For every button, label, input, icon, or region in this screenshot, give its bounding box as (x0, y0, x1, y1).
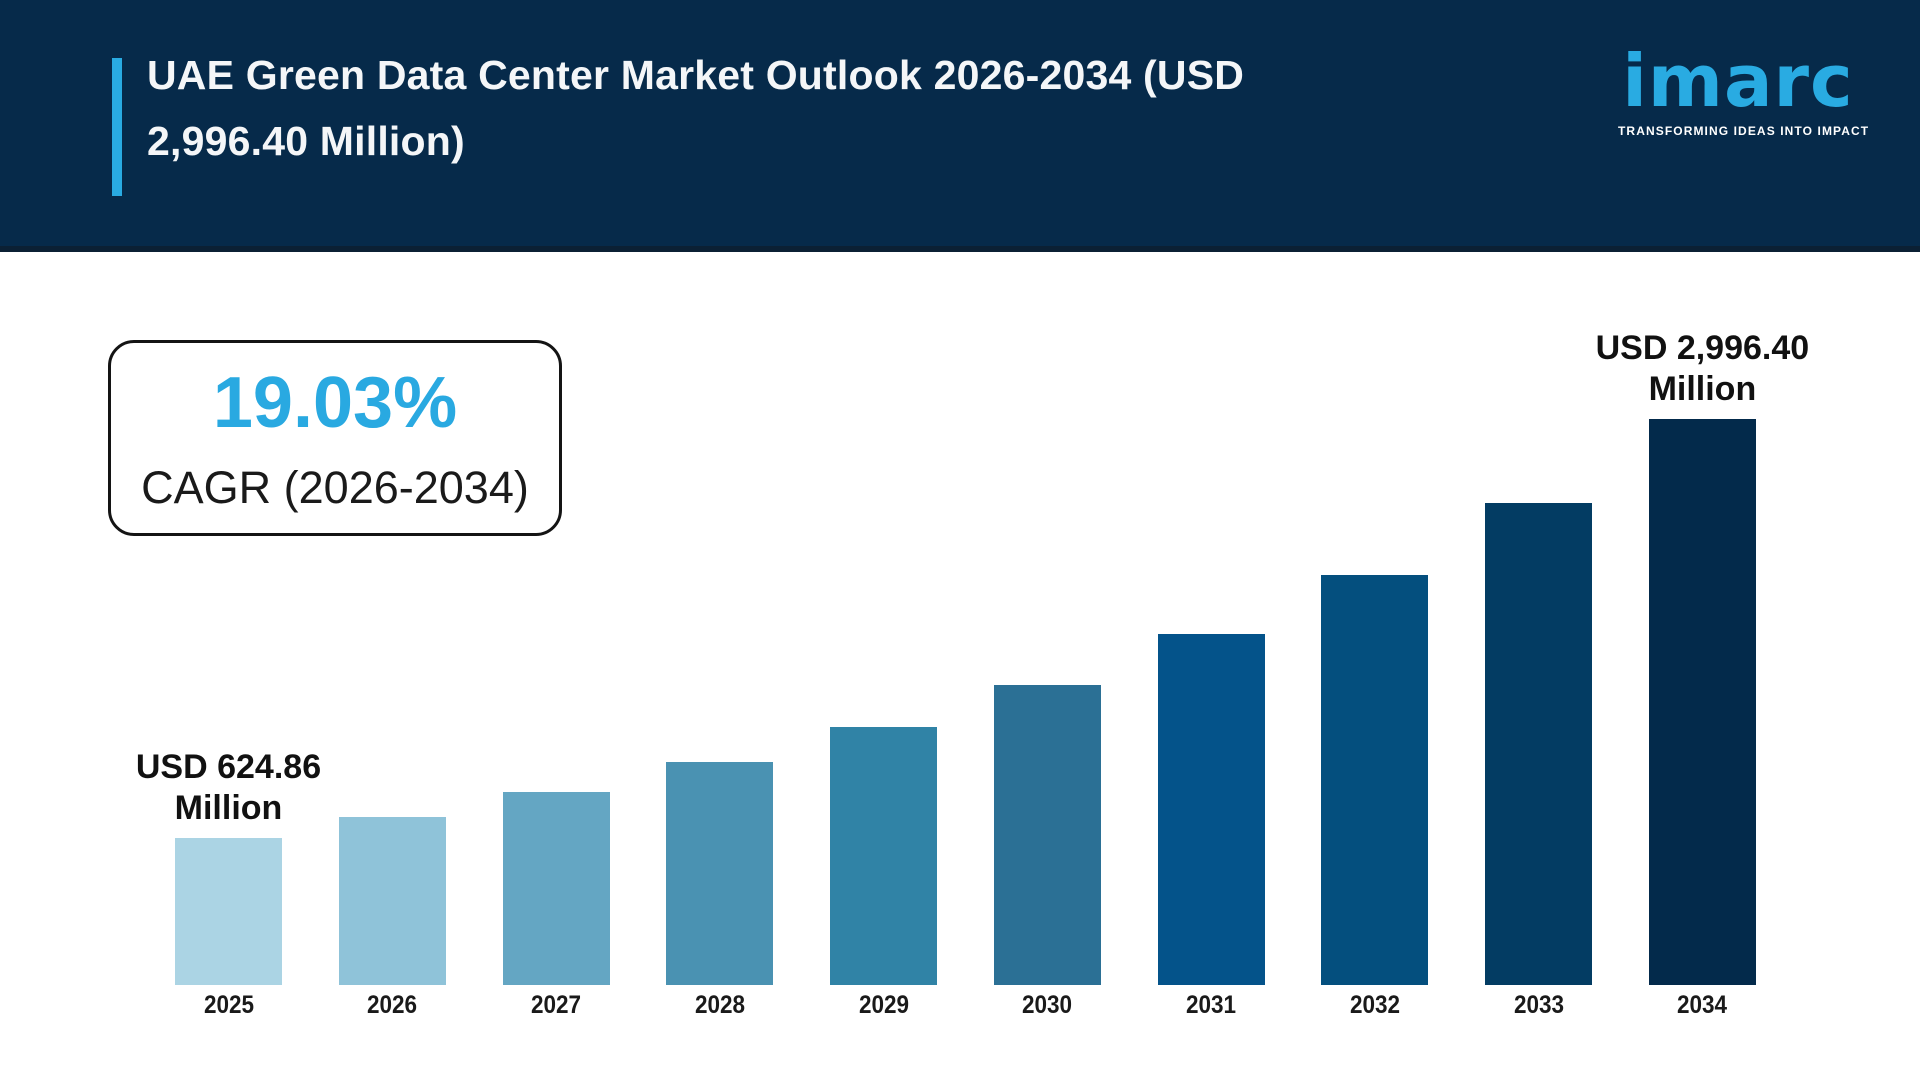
cagr-value: 19.03% (212, 362, 458, 443)
bar-2026: 2026 (338, 817, 446, 1019)
x-axis-label-2033: 2033 (1513, 991, 1564, 1019)
bar-chart: 2025 USD 624.86 Million 2026 2027 2028 2029 203… (136, 0, 1810, 1019)
x-axis-label-2026: 2026 (367, 991, 418, 1019)
x-axis-label-2025: 2025 (203, 991, 254, 1019)
bar-2034: 2034 USD 2,996.40 Million (1596, 329, 1810, 1019)
imarc-wordmark: imarc (1622, 39, 1854, 123)
x-axis-label-2032: 2032 (1349, 991, 1400, 1019)
bar-2032: 2032 (1321, 575, 1429, 1019)
bar-2029: 2029 (830, 727, 938, 1019)
x-axis-label-2028: 2028 (694, 991, 745, 1019)
cagr-badge: 19.03% CAGR (2026-2034) (108, 340, 562, 536)
title-accent-bar (112, 58, 122, 196)
bar-2027: 2027 (502, 792, 610, 1019)
x-axis-label-2034: 2034 (1677, 991, 1728, 1019)
header-banner: UAE Green Data Center Market Outlook 202… (0, 0, 1920, 252)
bar-2033: 2033 (1485, 503, 1593, 1019)
bar-2031: 2031 (1157, 634, 1265, 1019)
page-title-line2: 2,996.40 Million) (147, 118, 465, 164)
value-label-2034: USD 2,996.40 Million (1595, 329, 1810, 408)
page-title-line1: UAE Green Data Center Market Outlook 202… (147, 52, 1245, 98)
x-axis-label-2031: 2031 (1186, 991, 1237, 1019)
x-axis-label-2029: 2029 (858, 991, 909, 1019)
bar-2030: 2030 (993, 685, 1101, 1019)
page-title: UAE Green Data Center Market Outlook 202… (147, 42, 1244, 174)
imarc-tagline: TRANSFORMING IDEAS INTO IMPACT (1618, 123, 1870, 138)
bar-2025: 2025 USD 624.86 Million (136, 748, 321, 1019)
bar-2028: 2028 (666, 762, 774, 1019)
cagr-label: CAGR (2026-2034) (141, 461, 529, 513)
value-label-2025: USD 624.86 Million (135, 748, 322, 827)
imarc-logo: imarc TRANSFORMING IDEAS INTO IMPACT (1618, 39, 1870, 138)
x-axis-label-2027: 2027 (531, 991, 582, 1019)
x-axis-label-2030: 2030 (1022, 991, 1073, 1019)
